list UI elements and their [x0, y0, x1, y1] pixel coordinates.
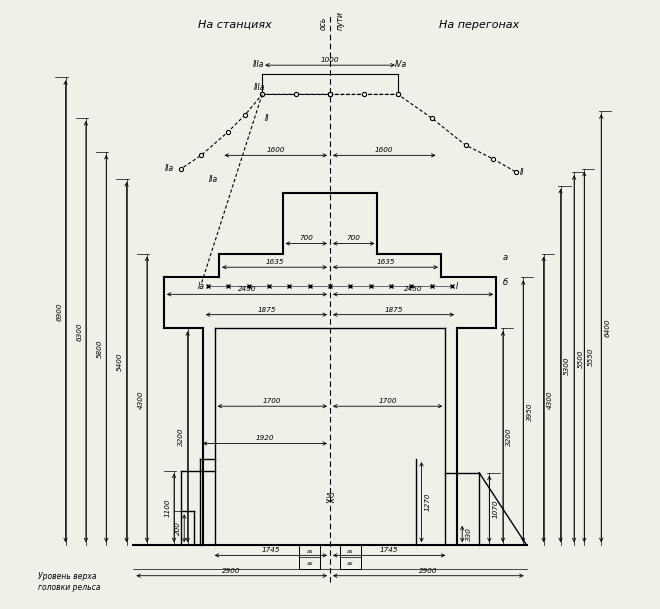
Text: а: а — [503, 253, 508, 261]
Text: 1100: 1100 — [164, 499, 171, 517]
Text: a₁: a₁ — [347, 549, 354, 554]
Text: На перегонах: На перегонах — [439, 19, 519, 30]
Text: Уровень верха
головки рельса: Уровень верха головки рельса — [38, 572, 101, 592]
Bar — [340, 545, 360, 569]
Text: 5400: 5400 — [117, 353, 123, 371]
Text: 2900: 2900 — [419, 568, 438, 574]
Text: 3200: 3200 — [178, 428, 184, 446]
Text: 3950: 3950 — [527, 402, 533, 421]
Text: 5550: 5550 — [587, 348, 593, 366]
Text: I: I — [455, 282, 457, 290]
Text: 6400: 6400 — [605, 319, 611, 337]
Text: 2450: 2450 — [238, 286, 256, 292]
Text: II: II — [265, 113, 269, 122]
Text: IIIа: IIIа — [253, 60, 265, 69]
Text: a₂: a₂ — [306, 561, 313, 566]
Bar — [300, 545, 320, 569]
Text: 200: 200 — [175, 521, 181, 535]
Text: б: б — [503, 278, 508, 287]
Text: 1875: 1875 — [384, 307, 403, 312]
Text: 1270: 1270 — [425, 493, 431, 512]
Text: 330: 330 — [465, 527, 472, 541]
Text: 3200: 3200 — [506, 428, 512, 446]
Text: 1635: 1635 — [265, 259, 284, 265]
Text: ось: ось — [319, 16, 328, 30]
Text: 1070: 1070 — [493, 499, 499, 518]
Text: 50: 50 — [325, 493, 335, 499]
Text: 1920: 1920 — [255, 435, 274, 442]
Text: 1600: 1600 — [267, 147, 285, 153]
Text: 1875: 1875 — [257, 307, 276, 312]
Text: 700: 700 — [300, 236, 313, 241]
Text: 4300: 4300 — [137, 390, 143, 409]
Text: IIа: IIа — [165, 164, 174, 174]
Text: пути: пути — [336, 11, 345, 30]
Text: a₁: a₁ — [306, 549, 313, 554]
Text: 6300: 6300 — [77, 322, 82, 341]
Text: IVа: IVа — [395, 60, 407, 69]
Text: 1745: 1745 — [261, 547, 280, 554]
Text: На станциях: На станциях — [198, 19, 272, 30]
Text: a₂: a₂ — [347, 561, 354, 566]
Text: 4300: 4300 — [547, 390, 553, 409]
Text: II: II — [520, 168, 524, 177]
Text: 700: 700 — [346, 236, 360, 241]
Text: 5500: 5500 — [578, 350, 583, 368]
Text: 1000: 1000 — [321, 57, 339, 63]
Text: 6900: 6900 — [56, 302, 62, 320]
Text: 1745: 1745 — [380, 547, 399, 554]
Text: 5300: 5300 — [564, 356, 570, 375]
Text: 2450: 2450 — [404, 286, 422, 292]
Text: Iа: Iа — [198, 282, 205, 290]
Text: 1700: 1700 — [263, 398, 282, 404]
Text: 1600: 1600 — [375, 147, 393, 153]
Text: 5800: 5800 — [97, 339, 103, 358]
Text: 1700: 1700 — [378, 398, 397, 404]
Text: IIIа: IIIа — [254, 83, 265, 92]
Text: IIа: IIа — [209, 175, 218, 183]
Text: 2900: 2900 — [222, 568, 241, 574]
Text: 1635: 1635 — [376, 259, 395, 265]
